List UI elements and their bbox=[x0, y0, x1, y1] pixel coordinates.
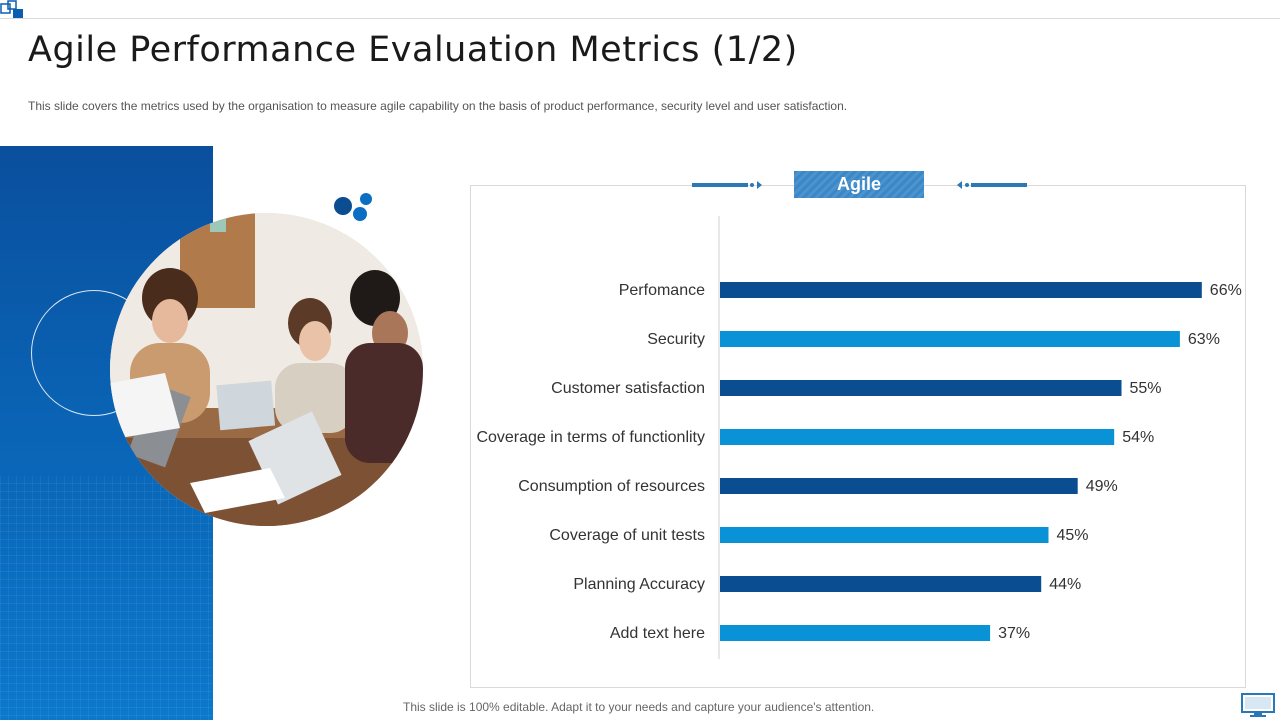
footer-note: This slide is 100% editable. Adapt it to… bbox=[403, 700, 875, 714]
decorative-dots bbox=[334, 193, 372, 221]
category-label-6: Planning Accuracy bbox=[573, 576, 705, 593]
chart-title: Agile bbox=[794, 171, 924, 198]
value-label-6: 44% bbox=[1049, 576, 1081, 593]
category-label-2: Customer satisfaction bbox=[551, 380, 705, 397]
title-arrow-left-decoration bbox=[692, 181, 762, 189]
value-label-4: 49% bbox=[1086, 478, 1118, 495]
title-arrow-right-decoration bbox=[957, 181, 1027, 189]
bar-chart: Perfomance 66% Security 63% Customer satisfa… bbox=[476, 216, 1242, 659]
bar-7 bbox=[720, 625, 991, 641]
header-divider bbox=[0, 18, 1280, 19]
category-label-7: Add text here bbox=[610, 625, 705, 642]
bar-2 bbox=[720, 380, 1122, 396]
value-label-7: 37% bbox=[998, 625, 1030, 642]
value-label-5: 45% bbox=[1057, 527, 1089, 544]
category-label-5: Coverage of unit tests bbox=[549, 527, 705, 544]
value-label-1: 63% bbox=[1188, 331, 1220, 348]
bar-0 bbox=[720, 282, 1202, 298]
category-label-4: Consumption of resources bbox=[518, 478, 705, 495]
bar-6 bbox=[720, 576, 1042, 592]
monitor-icon bbox=[1241, 693, 1275, 717]
category-label-3: Coverage in terms of functionlity bbox=[476, 429, 705, 446]
page-subtitle: This slide covers the metrics used by th… bbox=[28, 99, 848, 113]
value-label-3: 54% bbox=[1122, 429, 1154, 446]
logo-squares-icon bbox=[0, 0, 23, 18]
panel-pattern bbox=[0, 476, 213, 720]
team-photo bbox=[110, 213, 423, 526]
value-label-0: 66% bbox=[1210, 282, 1242, 299]
bar-4 bbox=[720, 478, 1078, 494]
category-label-1: Security bbox=[647, 331, 705, 348]
bar-3 bbox=[720, 429, 1115, 445]
category-label-0: Perfomance bbox=[619, 282, 705, 299]
bar-5 bbox=[720, 527, 1049, 543]
team-photo-illustration bbox=[110, 213, 423, 526]
bar-1 bbox=[720, 331, 1180, 347]
page-title: Agile Performance Evaluation Metrics (1/… bbox=[28, 30, 798, 70]
value-label-2: 55% bbox=[1130, 380, 1162, 397]
